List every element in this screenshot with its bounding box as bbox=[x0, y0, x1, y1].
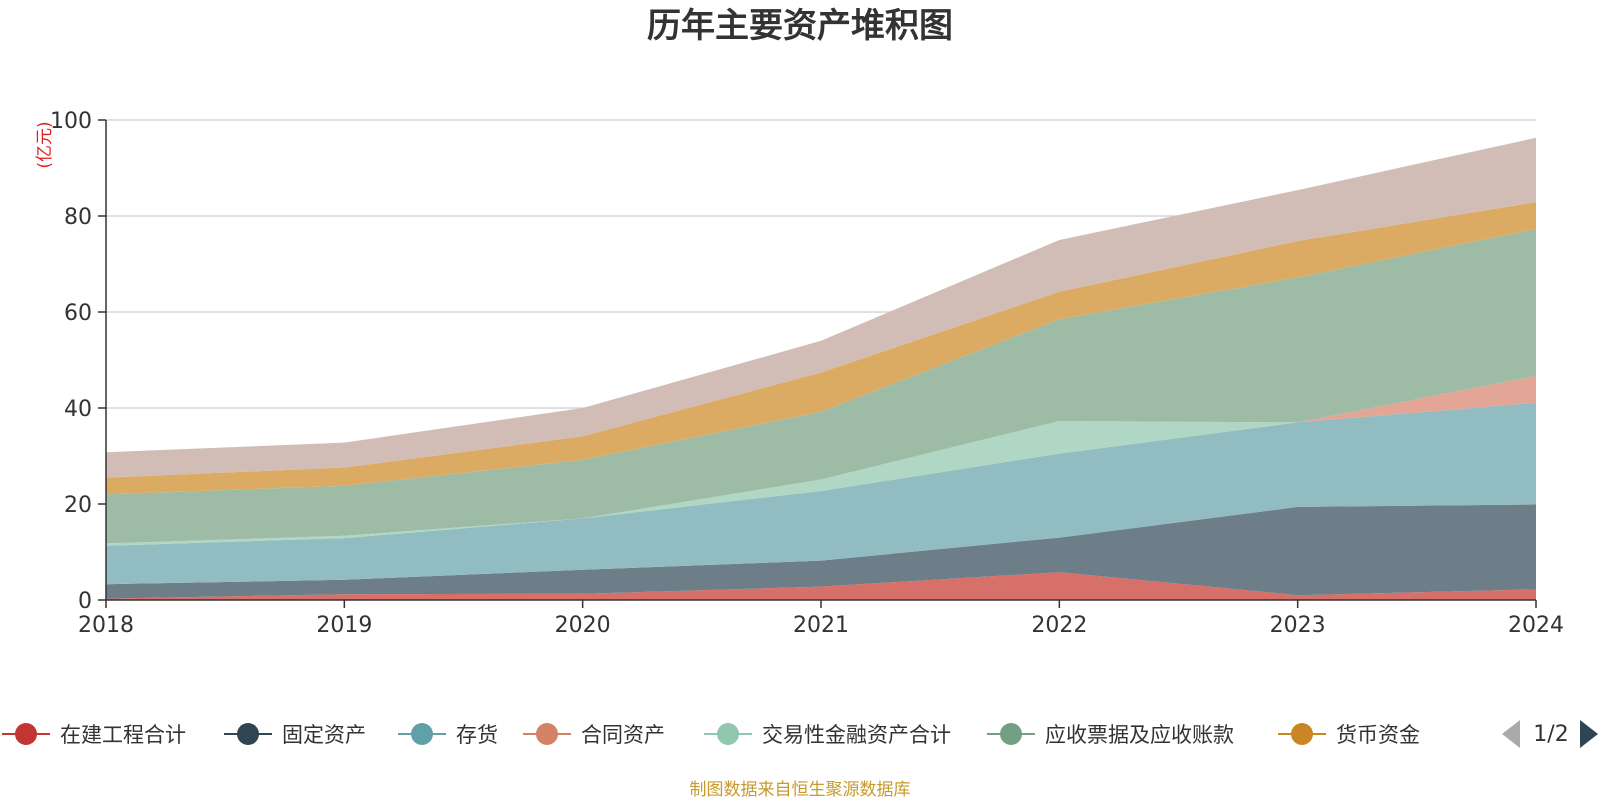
x-tick-label: 2020 bbox=[555, 613, 611, 638]
legend-label: 货币资金 bbox=[1336, 723, 1420, 747]
x-tick-label: 2019 bbox=[316, 613, 372, 638]
legend-label: 应收票据及应收账款 bbox=[1045, 723, 1234, 747]
area-series-5 bbox=[106, 229, 1536, 544]
y-axis-ticks: 0 20 40 60 80 100 bbox=[50, 109, 106, 614]
legend-item-5[interactable]: 应收票据及应收账款 bbox=[987, 723, 1234, 747]
y-tick-label: 100 bbox=[50, 109, 92, 134]
legend: 在建工程合计 固定资产 存货 合同资产 交易性金融资产合计 应收票据及应收账款 货币资金 bbox=[2, 723, 1420, 747]
y-tick-label: 60 bbox=[64, 301, 92, 326]
legend-marker bbox=[536, 723, 558, 745]
prev-page-icon[interactable] bbox=[1502, 720, 1520, 748]
legend-label: 交易性金融资产合计 bbox=[762, 723, 951, 747]
legend-marker bbox=[237, 723, 259, 745]
legend-marker bbox=[411, 723, 433, 745]
area-series-7 bbox=[106, 137, 1536, 478]
legend-item-6[interactable]: 货币资金 bbox=[1278, 723, 1420, 747]
legend-label: 存货 bbox=[456, 723, 498, 747]
area-series-6 bbox=[106, 202, 1536, 495]
area-series-2 bbox=[106, 402, 1536, 585]
legend-marker bbox=[1291, 723, 1313, 745]
legend-item-3[interactable]: 合同资产 bbox=[523, 723, 665, 747]
area-series bbox=[106, 137, 1536, 600]
data-source-footer: 制图数据来自恒生聚源数据库 bbox=[690, 780, 911, 800]
legend-page-indicator: 1/2 bbox=[1533, 722, 1568, 747]
legend-label: 在建工程合计 bbox=[60, 723, 186, 747]
legend-item-2[interactable]: 存货 bbox=[398, 723, 498, 747]
legend-marker bbox=[1000, 723, 1022, 745]
y-tick-label: 40 bbox=[64, 397, 92, 422]
legend-label: 固定资产 bbox=[282, 723, 366, 747]
x-tick-label: 2022 bbox=[1031, 613, 1087, 638]
x-tick-label: 2018 bbox=[78, 613, 134, 638]
legend-marker bbox=[717, 723, 739, 745]
area-series-0 bbox=[106, 572, 1536, 600]
legend-marker bbox=[15, 723, 37, 745]
x-tick-label: 2021 bbox=[793, 613, 849, 638]
chart-title: 历年主要资产堆积图 bbox=[647, 6, 953, 46]
x-axis-ticks: 2018 2019 2020 2021 2022 2023 2024 bbox=[78, 600, 1564, 638]
legend-item-4[interactable]: 交易性金融资产合计 bbox=[704, 723, 951, 747]
next-page-icon[interactable] bbox=[1580, 720, 1598, 748]
y-axis-unit: (亿元) bbox=[35, 121, 55, 168]
y-tick-label: 20 bbox=[64, 493, 92, 518]
legend-label: 合同资产 bbox=[581, 723, 665, 747]
x-tick-label: 2024 bbox=[1508, 613, 1564, 638]
legend-pager: 1/2 bbox=[1502, 720, 1598, 748]
x-tick-label: 2023 bbox=[1270, 613, 1326, 638]
y-tick-label: 80 bbox=[64, 205, 92, 230]
area-series-1 bbox=[106, 504, 1536, 599]
y-tick-label: 0 bbox=[78, 589, 92, 614]
legend-item-0[interactable]: 在建工程合计 bbox=[2, 723, 186, 747]
legend-item-1[interactable]: 固定资产 bbox=[224, 723, 366, 747]
